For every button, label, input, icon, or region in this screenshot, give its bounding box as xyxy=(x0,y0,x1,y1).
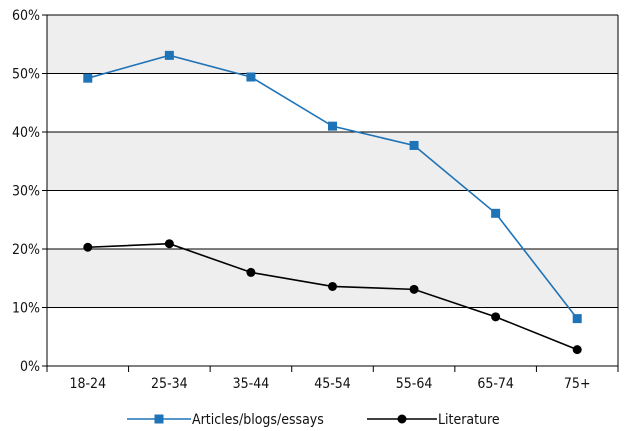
plot-band xyxy=(47,132,618,191)
data-point-square xyxy=(328,121,337,131)
data-point-square xyxy=(491,208,501,218)
y-tick-label: 50% xyxy=(12,67,40,83)
data-point-square xyxy=(164,50,174,60)
series-layer xyxy=(83,50,582,355)
y-tick-label: 60% xyxy=(12,8,40,24)
data-point-square xyxy=(409,140,419,150)
x-axis-ticks: 18-24 25-34 35-44 45-54 55-64 65-74 75+ xyxy=(46,366,619,392)
x-tick-label: 18-24 xyxy=(69,376,106,392)
data-point-square xyxy=(572,314,582,324)
y-tick-label: 30% xyxy=(12,184,40,200)
x-tick-label: 75+ xyxy=(564,376,591,392)
legend-label-0: Articles/blogs/essays xyxy=(192,412,324,428)
data-point-circle xyxy=(572,345,582,355)
y-tick-label: 40% xyxy=(12,125,40,141)
x-tick-label: 35-44 xyxy=(233,376,270,392)
legend-marker-circle xyxy=(397,414,407,424)
legend-label-1: Literature xyxy=(438,412,500,428)
data-point-circle xyxy=(409,284,419,294)
data-point-circle xyxy=(246,267,256,277)
data-point-circle xyxy=(164,239,174,249)
gridlines xyxy=(47,14,618,367)
x-tick-label: 55-64 xyxy=(396,376,433,392)
data-point-circle xyxy=(328,281,337,291)
plot-band xyxy=(47,249,618,308)
plot-band xyxy=(47,15,618,74)
data-point-circle xyxy=(83,242,93,252)
x-tick-label: 45-54 xyxy=(314,376,351,392)
data-point-circle xyxy=(491,312,501,322)
y-tick-label: 20% xyxy=(12,242,40,258)
legend-marker-square xyxy=(154,414,164,424)
data-point-square xyxy=(246,72,256,82)
data-point-square xyxy=(83,73,93,83)
y-tick-label: 10% xyxy=(12,301,40,317)
plot-background-bands xyxy=(47,15,618,308)
y-tick-label: 0% xyxy=(20,359,40,375)
y-axis-ticks: 0% 10% 20% 30% 40% 50% 60% xyxy=(12,8,47,375)
x-tick-label: 65-74 xyxy=(477,376,514,392)
legend: Articles/blogs/essays Literature xyxy=(127,412,500,428)
x-tick-label: 25-34 xyxy=(151,376,188,392)
